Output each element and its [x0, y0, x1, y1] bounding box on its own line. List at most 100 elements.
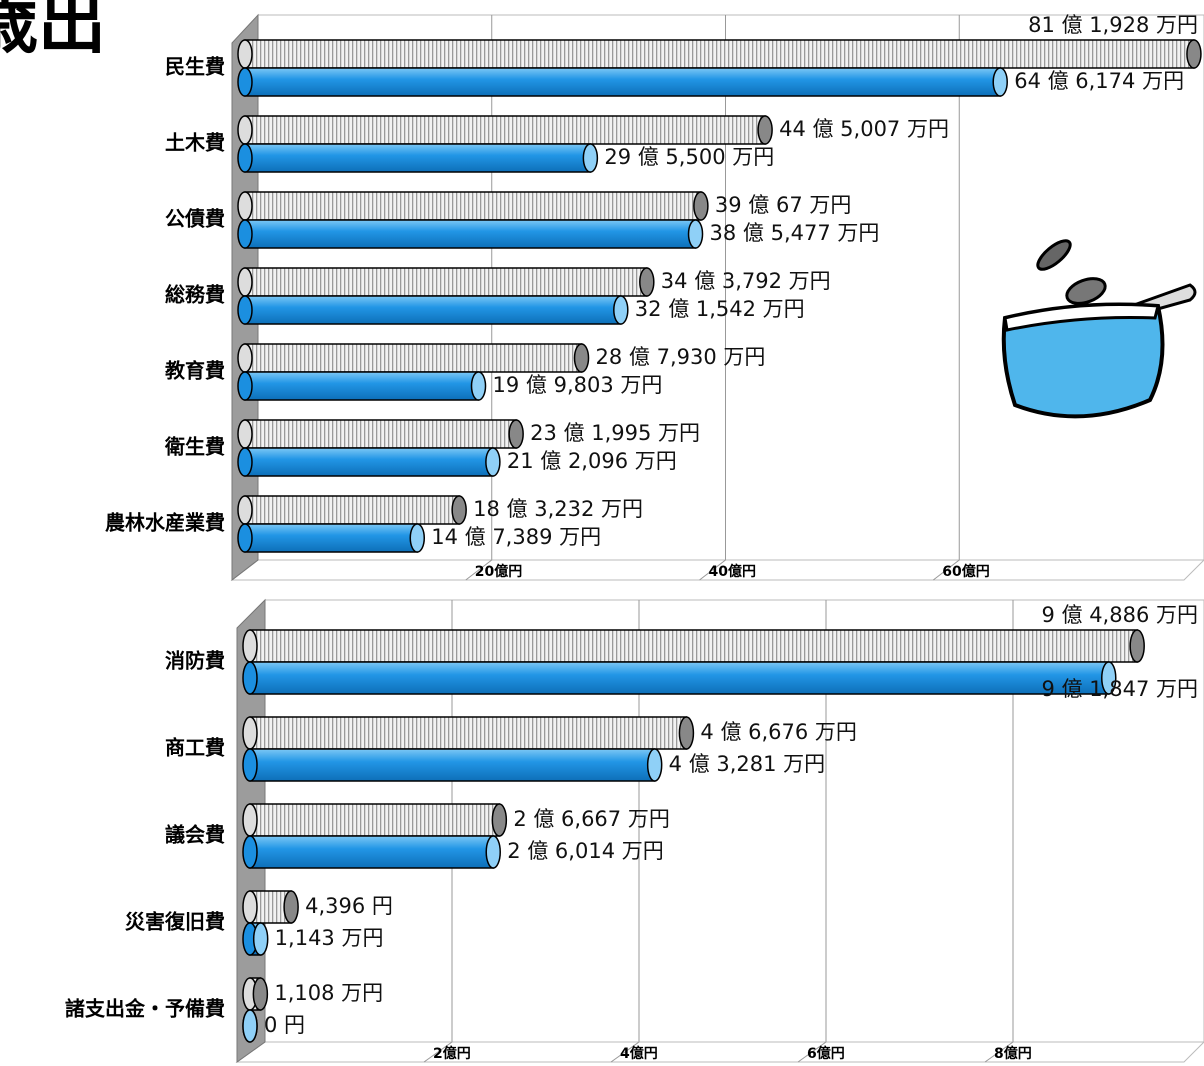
bar-start-cap [243, 717, 257, 749]
value-label: 29 億 5,500 万円 [604, 145, 774, 169]
value-label: 64 億 6,174 万円 [1014, 69, 1184, 93]
bar-end-cap [410, 524, 424, 552]
x-tick-label: 40億円 [709, 563, 756, 580]
value-label: 18 億 3,232 万円 [473, 497, 643, 521]
bar-end-cap [689, 220, 703, 248]
bar-end-cap [492, 804, 506, 836]
x-tick-label: 8億円 [994, 1045, 1032, 1062]
bar-end-cap [614, 296, 628, 324]
bar [245, 448, 493, 476]
bar-start-cap [243, 891, 257, 923]
bar-start-cap [238, 116, 252, 144]
value-label: 2 億 6,014 万円 [507, 839, 664, 863]
category-label: 公債費 [165, 207, 225, 231]
category-label: 土木費 [165, 131, 225, 155]
bar-end-cap [452, 496, 466, 524]
value-label: 39 億 67 万円 [715, 193, 851, 217]
x-tick-label: 60億円 [942, 563, 989, 580]
bar-start-cap [238, 40, 252, 68]
bar [245, 40, 1194, 68]
value-label: 34 億 3,792 万円 [661, 269, 831, 293]
value-label: 4 億 3,281 万円 [669, 752, 826, 776]
bar [245, 268, 647, 296]
bar-end-cap [1187, 40, 1201, 68]
bar-end-cap [509, 420, 523, 448]
bar-end-cap [254, 923, 268, 955]
bar-end-cap [486, 836, 500, 868]
category-label: 議会費 [165, 823, 225, 847]
bar-start-cap [238, 496, 252, 524]
bar [250, 836, 493, 868]
bar-end-cap [583, 144, 597, 172]
bar [245, 192, 701, 220]
bar-start-cap [238, 268, 252, 296]
bar-end-cap [694, 192, 708, 220]
value-label: 1,143 万円 [275, 926, 384, 950]
bar-end-cap [679, 717, 693, 749]
category-label: 災害復旧費 [125, 910, 225, 934]
bar-start-cap [238, 448, 252, 476]
bar-end-cap [486, 448, 500, 476]
chart-page: 歳出 20億円40億円60億円民生費81 億 1,928 万円64 億 6,17… [0, 0, 1204, 1066]
bar [245, 344, 582, 372]
x-tick-label: 20億円 [475, 563, 522, 580]
bar [250, 749, 655, 781]
bar-start-cap [238, 524, 252, 552]
value-label: 21 億 2,096 万円 [507, 449, 677, 473]
category-label: 衛生費 [164, 435, 225, 459]
bar-start-cap [238, 192, 252, 220]
bar [250, 630, 1137, 662]
value-label: 2 億 6,667 万円 [513, 807, 670, 831]
value-label: 44 億 5,007 万円 [779, 117, 949, 141]
category-label: 諸支出金・予備費 [65, 997, 225, 1021]
value-label: 4 億 6,676 万円 [700, 720, 857, 744]
bar [245, 524, 417, 552]
value-label: 28 億 7,930 万円 [596, 345, 766, 369]
category-label: 農林水産業費 [105, 511, 225, 535]
bar-end-cap [243, 1010, 257, 1042]
bar-end-cap [472, 372, 486, 400]
bar-end-cap [758, 116, 772, 144]
bar-start-cap [238, 344, 252, 372]
bar [245, 296, 621, 324]
value-label: 23 億 1,995 万円 [530, 421, 700, 445]
value-label: 0 円 [264, 1013, 305, 1037]
bar [250, 804, 499, 836]
bar-end-cap [284, 891, 298, 923]
x-tick-label: 6億円 [807, 1045, 845, 1062]
bar [250, 717, 686, 749]
bar-start-cap [243, 836, 257, 868]
bar-end-cap [253, 978, 267, 1010]
floor [237, 1042, 1204, 1062]
bar-end-cap [575, 344, 589, 372]
bar-start-cap [243, 749, 257, 781]
bar-end-cap [648, 749, 662, 781]
bar-start-cap [238, 220, 252, 248]
bar [250, 662, 1109, 694]
value-label: 14 億 7,389 万円 [431, 525, 601, 549]
page-title: 歳出 [0, 0, 106, 64]
bar [245, 220, 696, 248]
value-label: 19 億 9,803 万円 [493, 373, 663, 397]
bar-start-cap [238, 296, 252, 324]
value-label: 1,108 万円 [274, 981, 383, 1005]
x-tick-label: 4億円 [620, 1045, 658, 1062]
category-label: 消防費 [165, 649, 225, 673]
x-tick-label: 2億円 [433, 1045, 471, 1062]
value-label: 32 億 1,542 万円 [635, 297, 805, 321]
bar-end-cap [993, 68, 1007, 96]
bar [245, 116, 765, 144]
category-label: 商工費 [165, 736, 225, 760]
bar-start-cap [243, 630, 257, 662]
value-label: 9 億 4,886 万円 [1041, 603, 1198, 627]
bar-start-cap [243, 804, 257, 836]
value-label: 4,396 円 [305, 894, 393, 918]
bar [245, 144, 590, 172]
bar-start-cap [238, 420, 252, 448]
value-label: 81 億 1,928 万円 [1028, 13, 1198, 37]
bar [245, 372, 479, 400]
bar [245, 68, 1000, 96]
category-label: 総務費 [165, 283, 225, 307]
